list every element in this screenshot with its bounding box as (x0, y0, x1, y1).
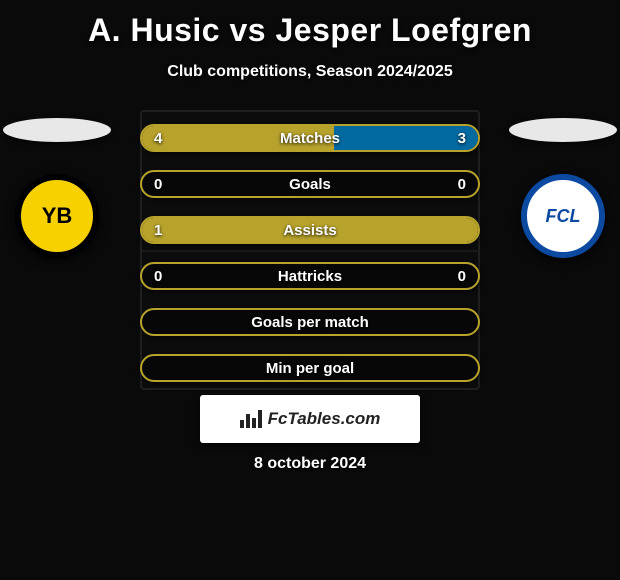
stat-label: Assists (142, 218, 478, 242)
club-badge-left: YB (15, 174, 99, 258)
stat-bar: 00Hattricks (140, 262, 480, 290)
player-right-column: FCL (508, 118, 618, 258)
stat-label: Goals (142, 172, 478, 196)
club-badge-left-text: YB (42, 203, 73, 229)
attribution-text: FcTables.com (268, 409, 381, 429)
subtitle: Club competitions, Season 2024/2025 (0, 63, 620, 81)
club-badge-right-text: FCL (546, 206, 581, 227)
stat-bar: 43Matches (140, 124, 480, 152)
attribution-badge: FcTables.com (200, 395, 420, 443)
stat-label: Goals per match (142, 310, 478, 334)
date-label: 8 october 2024 (0, 455, 620, 473)
stat-label: Min per goal (142, 356, 478, 380)
page-title: A. Husic vs Jesper Loefgren (0, 0, 620, 49)
player-left-column: YB (2, 118, 112, 258)
bar-chart-icon (240, 410, 262, 428)
stat-label: Hattricks (142, 264, 478, 288)
player-right-name-oval (509, 118, 617, 142)
stats-container: 43Matches 00Goals 1Assists 00Hattricks Goals… (140, 124, 480, 382)
club-badge-right: FCL (521, 174, 605, 258)
player-left-name-oval (3, 118, 111, 142)
stat-bar: 1Assists (140, 216, 480, 244)
stat-label: Matches (142, 126, 478, 150)
stat-bar: Goals per match (140, 308, 480, 336)
stat-bar: 00Goals (140, 170, 480, 198)
stat-bar: Min per goal (140, 354, 480, 382)
